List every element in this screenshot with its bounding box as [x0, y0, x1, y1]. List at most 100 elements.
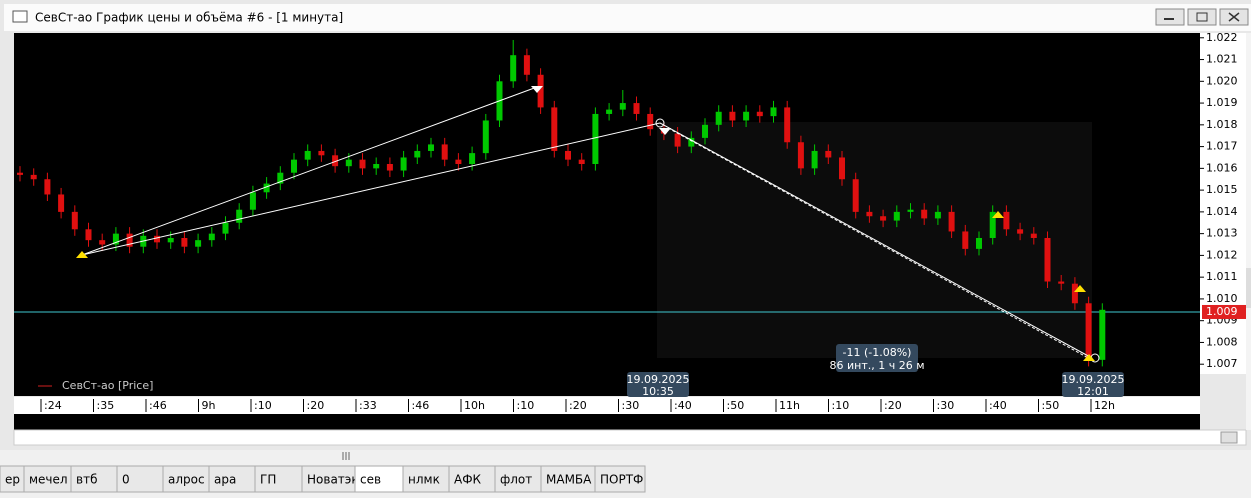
candle-body: [797, 142, 804, 169]
date-label: 19.09.2025: [1062, 373, 1125, 386]
vertical-scrollbar[interactable]: [1246, 33, 1251, 430]
candle-body: [619, 103, 626, 110]
x-tick-label: :40: [989, 399, 1007, 412]
x-tick-label: :20: [884, 399, 902, 412]
tab-label: ара: [214, 473, 236, 487]
y-tick-label: 1.014: [1206, 205, 1238, 218]
candle-body: [948, 211, 955, 232]
candle-body: [126, 233, 133, 247]
bottom-strip: [14, 414, 1200, 430]
tab-label: сев: [360, 473, 381, 487]
tab[interactable]: [354, 465, 404, 493]
candle-body: [647, 113, 654, 130]
sell-marker: [659, 128, 671, 135]
tab-label: Новатэк: [307, 473, 359, 487]
tab[interactable]: [402, 465, 450, 493]
price-label: 1.009: [1206, 305, 1238, 318]
candle-body: [729, 111, 736, 121]
trend-line: [81, 122, 661, 256]
y-tick-label: 1.019: [1206, 96, 1238, 109]
trend-lines: [76, 86, 1100, 363]
time-axis: [14, 397, 1200, 414]
candle-body: [469, 153, 476, 165]
tab[interactable]: [448, 465, 496, 493]
candle-body: [1099, 309, 1106, 360]
candle-body: [318, 150, 325, 156]
x-tick-label: :20: [569, 399, 587, 412]
candle-body: [688, 137, 695, 147]
x-tick-label: :50: [1042, 399, 1060, 412]
close-icon: [1228, 12, 1240, 22]
measure-change: -11 (-1.08%): [843, 346, 912, 359]
y-tick-label: 1.021: [1206, 53, 1238, 66]
x-tick-label: :50: [727, 399, 745, 412]
candle-body: [277, 172, 284, 184]
tab-label: алрос: [168, 473, 205, 487]
candle-body: [537, 74, 544, 108]
tab[interactable]: [70, 465, 118, 493]
x-tick-label: :30: [937, 399, 955, 412]
tab[interactable]: [116, 465, 164, 493]
scroll-thumb[interactable]: [1220, 431, 1238, 444]
candle-body: [263, 183, 270, 193]
candle-body: [1017, 229, 1024, 234]
tab[interactable]: [494, 465, 542, 493]
candle-body: [332, 155, 339, 167]
buy-marker: [1083, 354, 1095, 361]
candle-body: [702, 124, 708, 138]
candle-body: [249, 192, 256, 210]
y-tick-label: 1.020: [1206, 74, 1238, 87]
y-tick-label: 1.018: [1206, 118, 1238, 131]
tab[interactable]: [23, 465, 72, 493]
tab[interactable]: [208, 465, 256, 493]
y-tick-label: 1.017: [1206, 140, 1238, 153]
candle-body: [852, 179, 859, 212]
tab[interactable]: [594, 465, 646, 493]
tab-bar: ер мечел втб 0 алрос ара ГП Новатэк сев нлмк АФК фл…: [0, 465, 646, 493]
candle-body: [345, 159, 352, 167]
x-tick-label: 11h: [779, 399, 800, 412]
vertical-scroll-thumb[interactable]: [1246, 268, 1251, 308]
candle-body: [414, 150, 421, 158]
candle-body: [195, 240, 202, 247]
scrollbar[interactable]: [13, 429, 1247, 446]
x-tick-label: :10: [832, 399, 850, 412]
tab-label: ПОРТФ: [600, 473, 643, 487]
tab[interactable]: [540, 465, 596, 493]
tab-label: АФК: [454, 473, 482, 487]
candle-body: [30, 174, 37, 180]
x-tick-label: :35: [97, 399, 115, 412]
candle-body: [359, 159, 366, 169]
candle-body: [893, 211, 900, 221]
x-tick-label: :30: [622, 399, 640, 412]
y-tick-label: 1.012: [1206, 248, 1238, 261]
minimize-button[interactable]: [1155, 8, 1185, 26]
date-box: [1062, 372, 1124, 397]
candle-body: [934, 211, 941, 219]
trend-line-dashed: [667, 127, 1093, 361]
candle-body: [756, 111, 763, 117]
tab-label: мечел: [29, 473, 68, 487]
y-tick-label: 1.022: [1206, 31, 1238, 44]
measure-box: [836, 344, 918, 372]
candle-body: [99, 240, 106, 245]
candle-body: [770, 107, 777, 117]
plot-layer: [14, 39, 1200, 367]
minimize-icon: [1164, 18, 1174, 20]
candle-body: [989, 211, 996, 238]
restore-button[interactable]: [1187, 8, 1217, 26]
candle-body: [482, 120, 489, 154]
grip: [342, 452, 350, 460]
time-label: 12:01: [1077, 385, 1109, 398]
x-tick-label: 9h: [202, 399, 216, 412]
buy-marker: [76, 251, 88, 258]
candle-body: [58, 194, 65, 212]
y-tick-label: 1.016: [1206, 161, 1238, 174]
candle-body: [962, 231, 969, 249]
candle-body: [743, 111, 750, 121]
x-tick-label: :24: [44, 399, 62, 412]
window-icon: [12, 10, 28, 23]
candle-body: [85, 229, 92, 241]
candle-body: [167, 237, 174, 243]
candle-body: [1058, 281, 1065, 284]
